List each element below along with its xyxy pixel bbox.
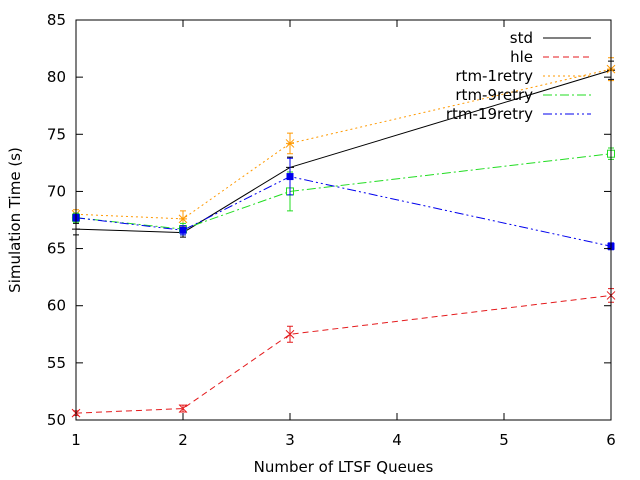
- y-axis-title: Simulation Time (s): [6, 147, 24, 293]
- series-line: [75, 176, 612, 247]
- y-tick-label: 80: [47, 68, 66, 86]
- series-hle: [71, 288, 616, 418]
- series-line: [75, 294, 612, 414]
- series-line: [75, 153, 612, 230]
- y-tick-label: 75: [47, 125, 66, 143]
- data-point: [178, 404, 188, 413]
- legend-label: rtm-1retry: [455, 67, 533, 85]
- y-tick-label: 55: [47, 354, 66, 372]
- legend-label: std: [510, 29, 533, 47]
- data-point: [285, 139, 295, 148]
- series-line: [75, 69, 612, 234]
- y-tick-label: 85: [47, 11, 66, 29]
- data-point: [286, 173, 294, 181]
- legend-label: rtm-9retry: [455, 86, 533, 104]
- axis-ticks: 1 2 3 4 5 6 50 55 60 65 70 75 80 85: [47, 11, 616, 449]
- x-tick-label: 4: [392, 431, 402, 449]
- data-point: [179, 226, 187, 234]
- x-tick-label: 5: [499, 431, 509, 449]
- y-tick-label: 70: [47, 182, 66, 200]
- legend-label: hle: [510, 48, 533, 66]
- x-tick-label: 6: [606, 431, 616, 449]
- series-rtm-1retry: [71, 57, 616, 228]
- series-rtm-19retry: [72, 157, 615, 251]
- legend-label: rtm-19retry: [446, 105, 533, 123]
- y-tick-label: 65: [47, 240, 66, 258]
- series-rtm-9retry: [72, 147, 615, 236]
- series-std: [72, 60, 615, 238]
- x-tick-label: 2: [178, 431, 188, 449]
- x-tick-label: 3: [285, 431, 295, 449]
- series-layer: [71, 57, 616, 418]
- x-tick-label: 1: [71, 431, 81, 449]
- plot-frame: [75, 19, 612, 421]
- y-tick-label: 50: [47, 411, 66, 429]
- x-axis-title: Number of LTSF Queues: [254, 458, 434, 476]
- data-point: [178, 214, 188, 224]
- y-tick-label: 60: [47, 297, 66, 315]
- data-point: [285, 329, 295, 339]
